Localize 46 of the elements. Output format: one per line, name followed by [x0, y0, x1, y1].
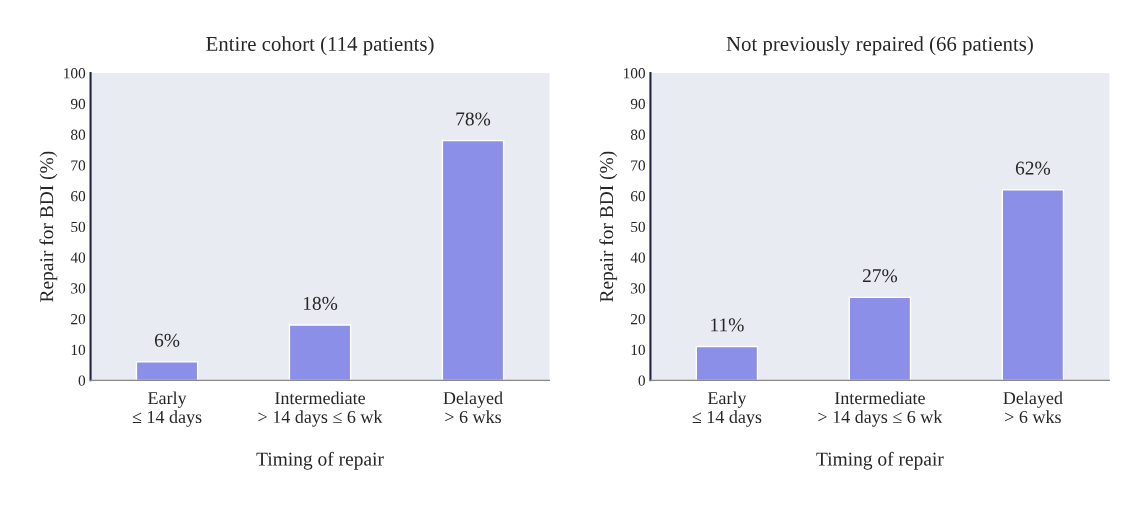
x-axis-title: Timing of repair — [256, 451, 384, 470]
chart-title: Not previously repaired (66 patients) — [726, 36, 1033, 56]
data-label: 78% — [456, 112, 491, 126]
y-axis-title: Repair for BDI (%) — [39, 151, 58, 302]
y-tick-label: 80 — [71, 129, 86, 140]
y-tick-label: 20 — [630, 313, 645, 325]
x-axis-title: Timing of repair — [816, 451, 944, 470]
x-tick-label: Early ≤ 14 days — [692, 391, 762, 427]
y-tick-label: 100 — [624, 68, 645, 79]
chart-title: Entire cohort (114 patients) — [206, 36, 434, 56]
y-axis-title: Repair for BDI (%) — [599, 151, 618, 302]
y-tick-label: 10 — [631, 344, 645, 356]
bar — [1001, 189, 1065, 381]
y-tick-label: 60 — [71, 191, 86, 202]
data-label: 18% — [303, 296, 338, 310]
x-tick-label: Intermediate > 14 days ≤ 6 wk — [818, 391, 943, 427]
y-tick-label: 0 — [638, 375, 645, 386]
y-tick-label: 60 — [630, 191, 645, 202]
y-tick-label: 20 — [71, 313, 86, 325]
y-tick-label: 70 — [631, 160, 645, 171]
bar — [288, 324, 352, 381]
y-tick-label: 40 — [630, 252, 645, 263]
y-tick-label: 0 — [78, 375, 86, 386]
y-tick-label: 80 — [630, 129, 645, 140]
y-tick-label: 70 — [71, 160, 86, 171]
bar — [695, 345, 759, 381]
data-label: 62% — [1015, 161, 1051, 175]
x-tick-label: Delayed > 6 wks — [1003, 391, 1063, 424]
y-tick-label: 90 — [70, 98, 86, 110]
y-tick-label: 30 — [631, 283, 645, 294]
y-tick-label: 100 — [64, 68, 86, 79]
y-tick-label: 90 — [630, 98, 645, 110]
y-tick-label: 30 — [71, 283, 86, 294]
bar — [848, 296, 912, 381]
y-tick-label: 10 — [71, 344, 86, 356]
x-tick-label: Intermediate > 14 days ≤ 6 wk — [258, 391, 383, 427]
x-tick-label: Early ≤ 14 days — [132, 391, 202, 427]
data-label: 11% — [711, 318, 744, 332]
y-tick-label: 40 — [70, 252, 86, 263]
data-label: 6% — [154, 333, 180, 347]
y-tick-label: 50 — [631, 221, 645, 233]
x-tick-label: Delayed > 6 wks — [443, 391, 503, 424]
data-label: 27% — [862, 269, 898, 283]
bar — [135, 361, 199, 381]
bar — [441, 139, 505, 381]
y-tick-label: 50 — [71, 221, 86, 233]
